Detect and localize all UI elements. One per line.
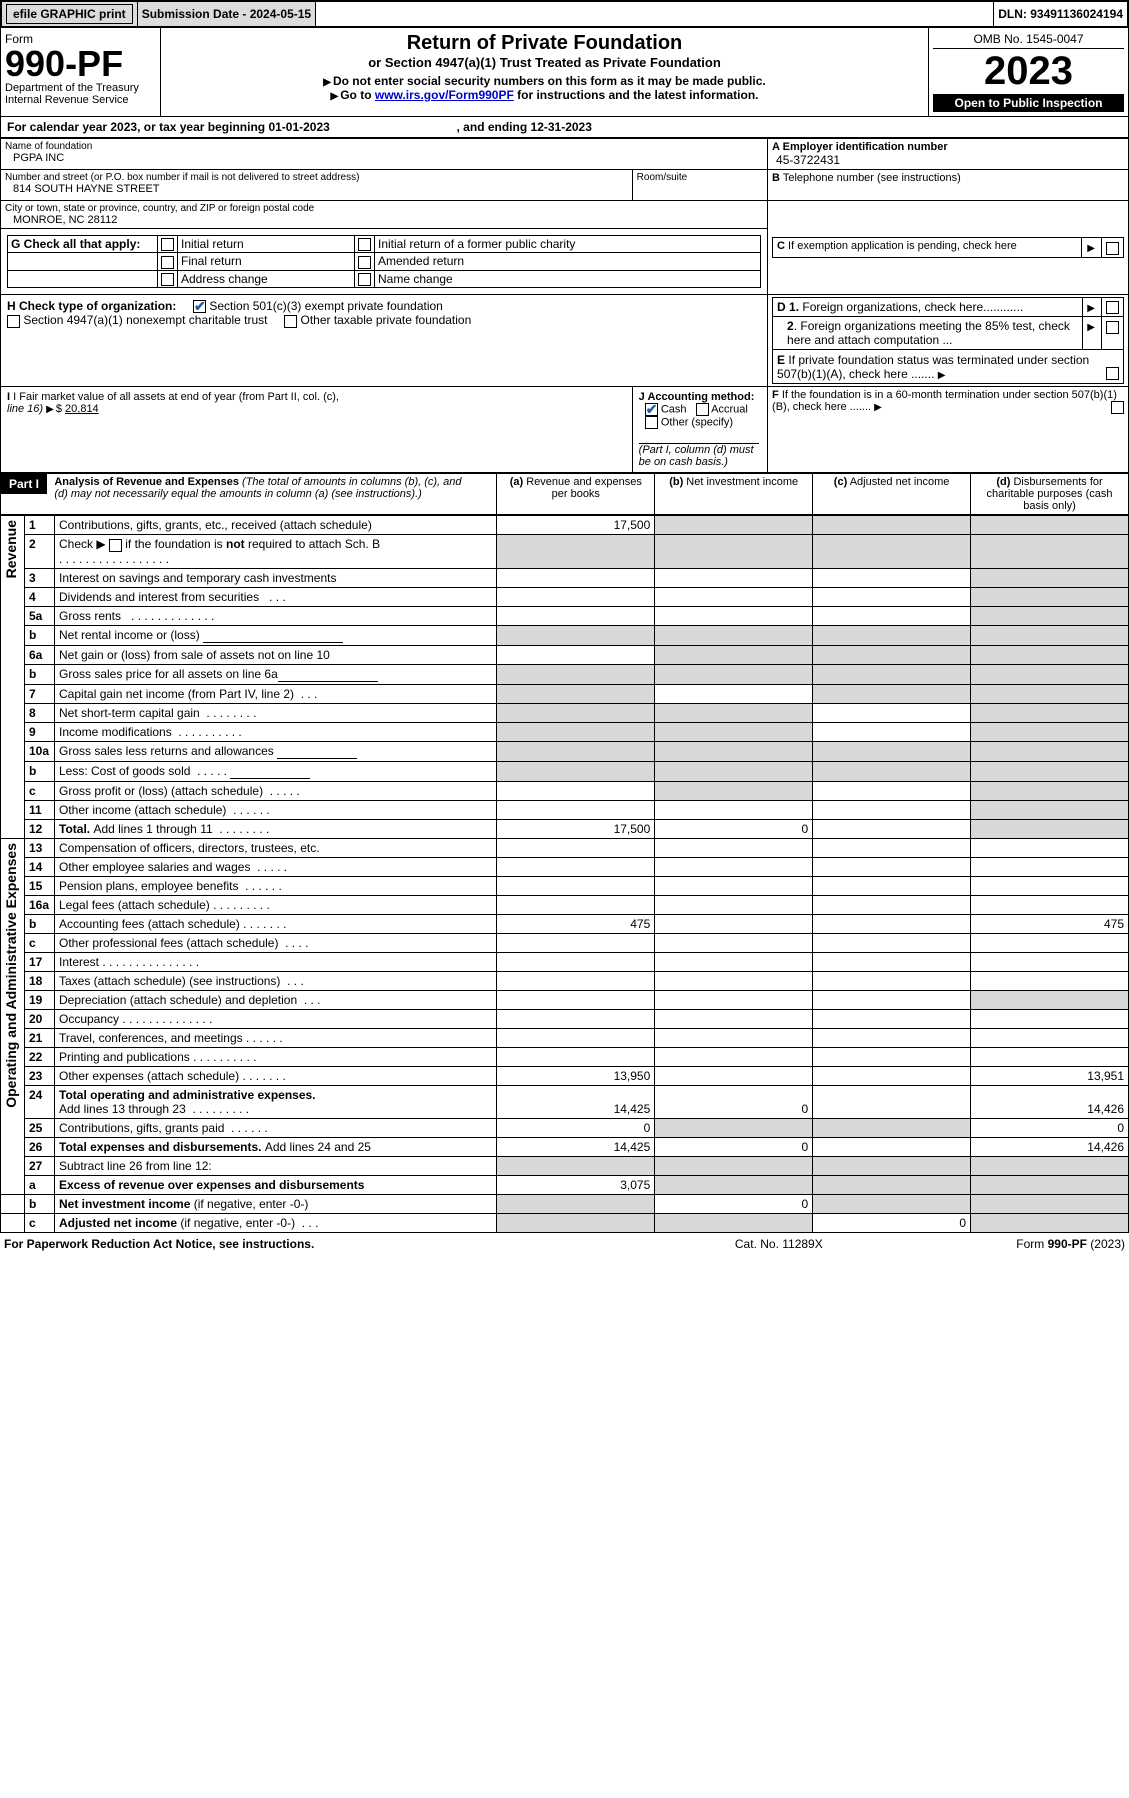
j-accrual-checkbox[interactable] xyxy=(696,403,709,416)
expenses-label: Operating and Administrative Expenses xyxy=(1,839,21,1112)
cal-year-row: For calendar year 2023, or tax year begi… xyxy=(0,117,1129,138)
10b-input[interactable] xyxy=(230,764,310,779)
schb-checkbox[interactable] xyxy=(109,539,122,552)
entity-block: Name of foundation PGPA INC A Employer i… xyxy=(0,138,1129,473)
h-501c3-checkbox[interactable] xyxy=(193,300,206,313)
irs: Internal Revenue Service xyxy=(5,94,156,106)
10a-input[interactable] xyxy=(277,744,357,759)
c-label: C If exemption application is pending, c… xyxy=(773,238,1082,257)
dept: Department of the Treasury xyxy=(5,82,156,94)
foundation-name: PGPA INC xyxy=(5,152,763,164)
phone-label: B B Telephone number (see instructions)T… xyxy=(772,172,1124,184)
omb: OMB No. 1545-0047 xyxy=(933,32,1124,49)
c-checkbox[interactable] xyxy=(1106,242,1119,255)
form-header: Form 990-PF Department of the Treasury I… xyxy=(0,28,1129,117)
footer-left: For Paperwork Reduction Act Notice, see … xyxy=(0,1235,677,1253)
g-label: G Check all that apply: xyxy=(8,236,158,253)
warn1: Do not enter social security numbers on … xyxy=(333,74,766,88)
footer-mid: Cat. No. 11289X xyxy=(677,1235,881,1253)
page-footer: For Paperwork Reduction Act Notice, see … xyxy=(0,1235,1129,1253)
5b-input[interactable] xyxy=(203,628,343,643)
g-initial-former-checkbox[interactable] xyxy=(358,238,371,251)
open-public: Open to Public Inspection xyxy=(933,94,1124,112)
form-number: 990-PF xyxy=(5,46,156,82)
irs-link[interactable]: www.irs.gov/Form990PF xyxy=(375,88,514,102)
g-amended-checkbox[interactable] xyxy=(358,256,371,269)
g-address-checkbox[interactable] xyxy=(161,273,174,286)
part1-label: Part I xyxy=(1,474,47,494)
arrow-icon xyxy=(323,74,333,88)
ein-value: 45-3722431 xyxy=(772,153,1124,167)
revenue-label: Revenue xyxy=(1,516,21,582)
city-value: MONROE, NC 28112 xyxy=(5,214,763,226)
addr-value: 814 SOUTH HAYNE STREET xyxy=(5,183,628,195)
fmv-value: 20,814 xyxy=(65,403,135,415)
addr-label: Number and street (or P.O. box number if… xyxy=(5,172,628,183)
name-label: Name of foundation xyxy=(5,141,763,152)
h-other-checkbox[interactable] xyxy=(284,315,297,328)
d2-checkbox[interactable] xyxy=(1106,321,1119,334)
j-other-checkbox[interactable] xyxy=(645,416,658,429)
submission-date: Submission Date - 2024-05-15 xyxy=(138,2,316,26)
g-initial-checkbox[interactable] xyxy=(161,238,174,251)
part1-header: Part I Analysis of Revenue and Expenses … xyxy=(0,473,1129,515)
city-label: City or town, state or province, country… xyxy=(5,203,763,214)
j-other-input[interactable] xyxy=(639,429,759,444)
g-final-checkbox[interactable] xyxy=(161,256,174,269)
footer-right: Form 990-PF (2023) xyxy=(881,1235,1129,1253)
g-name-checkbox[interactable] xyxy=(358,273,371,286)
d1-checkbox[interactable] xyxy=(1106,301,1119,314)
f-checkbox[interactable] xyxy=(1111,401,1124,414)
j-cash-checkbox[interactable] xyxy=(645,403,658,416)
room-label: Room/suite xyxy=(637,172,763,183)
form-title: Return of Private Foundation xyxy=(165,32,924,55)
h-label: H Check type of organization: xyxy=(7,299,176,313)
efile-print-button[interactable]: efile GRAPHIC print xyxy=(6,4,133,24)
part1-table: Revenue 1 Contributions, gifts, grants, … xyxy=(0,515,1129,1232)
dln: DLN: 93491136024194 xyxy=(994,2,1127,26)
top-bar: efile GRAPHIC print Submission Date - 20… xyxy=(0,0,1129,28)
arrow-icon xyxy=(1087,240,1097,254)
arrow-icon xyxy=(331,88,341,102)
6b-input[interactable] xyxy=(278,667,378,682)
h-4947-checkbox[interactable] xyxy=(7,315,20,328)
e-checkbox[interactable] xyxy=(1106,367,1119,380)
form-subtitle: or Section 4947(a)(1) Trust Treated as P… xyxy=(165,55,924,70)
tax-year: 2023 xyxy=(933,49,1124,94)
ein-label: A Employer identification number xyxy=(772,141,1124,153)
